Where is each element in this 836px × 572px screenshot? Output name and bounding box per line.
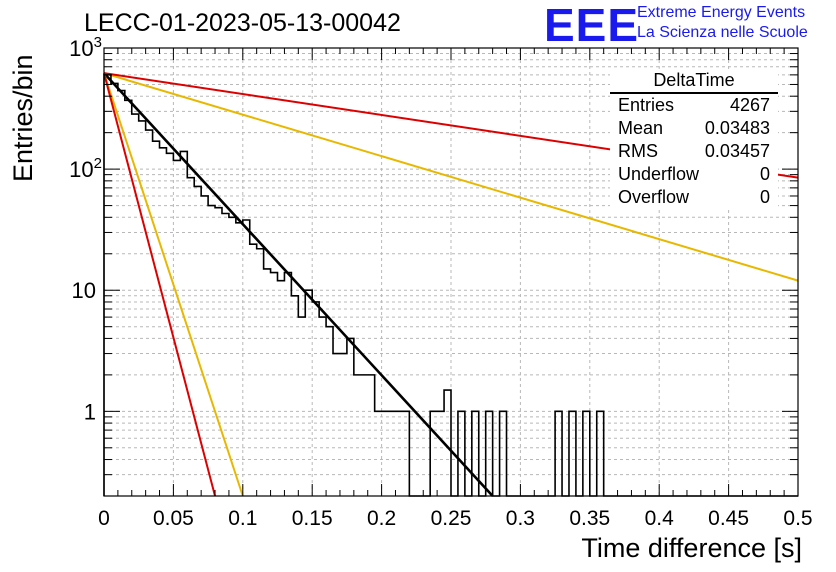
stats-value: 0.03483 — [704, 118, 770, 138]
x-tick-label: 0.4 — [645, 507, 675, 530]
logo-line-1: Extreme Energy Events — [637, 4, 806, 21]
x-tick-label: 0.3 — [506, 507, 535, 530]
fit-line — [103, 72, 217, 497]
stats-label: Overflow — [618, 187, 690, 207]
x-tick-label: 0 — [98, 507, 110, 530]
stats-row-overflow: Overflow 0 — [610, 186, 778, 209]
stats-title: DeltaTime — [610, 70, 778, 94]
stats-row-underflow: Underflow 0 — [610, 163, 778, 186]
stats-value: 0.03457 — [704, 141, 770, 161]
y-tick-label: 102 — [69, 155, 102, 182]
axis-ticks: 0 0.05 0.1 0.15 0.2 0.25 0.3 0.35 0.4 0.45 0.5 1 10 1… — [69, 34, 812, 530]
fit-line — [103, 72, 244, 497]
y-axis-label-box: Entries/bin — [6, 54, 38, 292]
x-tick-label: 0.15 — [292, 507, 333, 530]
y-tick-label: 103 — [69, 34, 102, 61]
x-tick-label: 0.25 — [431, 507, 472, 530]
stats-value: 4267 — [729, 95, 770, 115]
stats-value: 0 — [759, 187, 770, 207]
stats-label: RMS — [618, 141, 658, 161]
eee-logo: EEE — [544, 0, 640, 51]
y-axis-label: Entries/bin — [8, 54, 38, 182]
y-tick-label: 1 — [84, 399, 96, 424]
stats-row-mean: Mean 0.03483 — [610, 117, 778, 140]
stats-label: Entries — [618, 95, 675, 115]
x-tick-label: 0.45 — [708, 507, 749, 530]
fit-line — [103, 72, 799, 282]
stats-row-rms: RMS 0.03457 — [610, 140, 778, 163]
x-tick-label: 0.1 — [228, 507, 257, 530]
x-tick-label: 0.35 — [569, 507, 610, 530]
x-tick-label: 0.5 — [783, 507, 812, 530]
x-axis-label: Time difference [s] — [581, 533, 802, 563]
fit-line — [103, 72, 494, 497]
x-tick-label: 0.2 — [367, 507, 396, 530]
logo-line-2: La Scienza nelle Scuole — [637, 24, 808, 41]
stats-value: 0 — [759, 164, 770, 184]
stats-label: Mean — [618, 118, 664, 138]
stats-box: DeltaTime Entries 4267 Mean 0.03483 RMS … — [610, 70, 778, 209]
stats-label: Underflow — [618, 164, 700, 184]
y-tick-label: 10 — [72, 278, 96, 303]
stats-row-entries: Entries 4267 — [610, 94, 778, 117]
chart-title: LECC-01-2023-05-13-00042 — [84, 9, 401, 37]
x-tick-label: 0.05 — [153, 507, 194, 530]
logo-caption: Extreme Energy Events La Scienza nelle S… — [637, 3, 808, 43]
